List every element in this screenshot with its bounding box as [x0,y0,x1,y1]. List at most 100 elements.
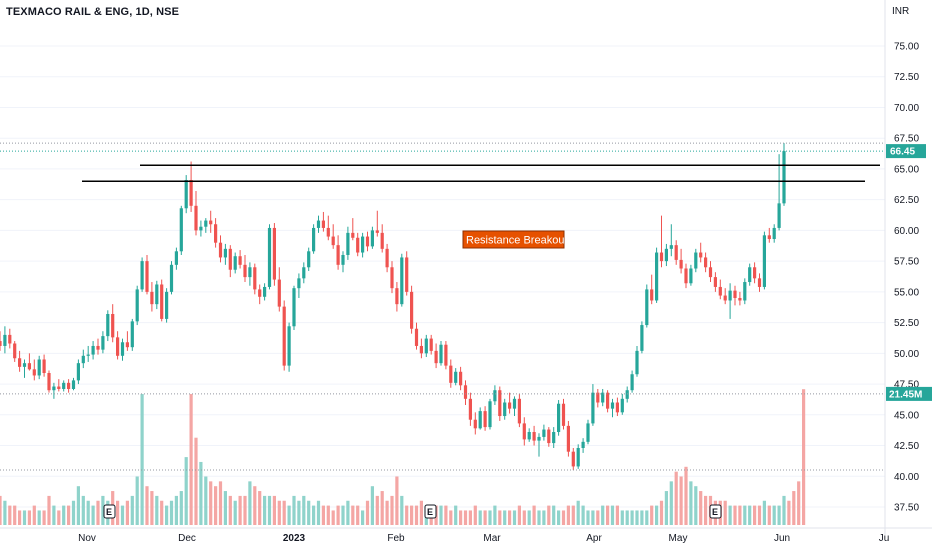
volume-bar [468,510,472,525]
volume-bar [267,495,272,525]
volume-bar [209,481,213,525]
candle-body [478,411,482,429]
candle-body [561,403,566,426]
volume-bar [228,495,232,525]
candle-body [179,208,183,252]
volume-bar [243,495,247,525]
volume-bar [566,505,570,525]
candle-body [18,358,22,367]
volume-bar [145,486,149,525]
time-axis: Nov Dec 2023 Feb Mar Apr May Jun Ju [78,533,889,544]
candle-body [762,235,766,287]
volume-bar [792,491,796,525]
candle-body [419,345,423,354]
candle-body [267,227,272,287]
volume-bar [748,505,752,525]
volume-bar [277,500,281,525]
candle-body [42,359,46,374]
candle-body [733,290,737,299]
candle-body [218,242,223,258]
last-price-tag-bg [886,144,926,159]
candle-body [414,328,419,346]
candle-body [356,237,360,253]
volume-bar [586,510,590,525]
candle-body [537,436,541,441]
volume-bar [449,510,453,525]
volume-bar [787,500,791,525]
candle-body [610,402,615,409]
volume-bar [91,505,95,525]
volume-bar [253,486,257,525]
candle-body [150,291,154,305]
volume-bar [473,505,477,525]
volume-bar [282,500,286,525]
y-tick-label: 45.00 [894,410,919,421]
candle-body [493,390,497,402]
volume-bar [365,500,370,525]
candle-body [297,278,301,289]
candle-body [52,386,56,391]
candle-body [650,289,654,301]
volume-bar [3,500,7,525]
candle-body [630,374,634,391]
candle-body [160,284,164,319]
candle-body [47,373,51,391]
candle-body [405,257,409,292]
candle-body [424,338,428,354]
volume-bar [174,495,178,525]
candle-body [625,390,629,399]
candle-body [326,227,330,237]
candle-body [390,267,394,289]
price-axis: 37.50 40.00 42.50 45.00 47.50 50.00 52.50 55.00… [0,0,932,535]
candle-body [209,220,213,225]
candle-body [713,277,717,287]
candle-body [62,382,66,389]
volume-bar [52,505,56,525]
volume-bar [395,476,399,525]
candle-body [155,284,159,305]
y-tick-label: 75.00 [894,42,919,53]
candle-body [125,342,129,348]
candle-body [620,398,624,413]
volume-bar [331,510,335,525]
candle-body [145,261,149,292]
candle-body [429,338,433,351]
candle-body [204,220,208,227]
volume-bar [194,437,198,525]
candle-body [566,425,570,452]
volume-bar [625,510,629,525]
candle-body [444,344,448,366]
candle-body [581,441,585,448]
volume-bar [512,510,517,525]
volume-bar [86,500,90,525]
candle-body [498,390,502,417]
candle-body [277,279,281,307]
volume-bar [400,495,404,525]
volume-bar [552,505,556,525]
candle-body [116,337,120,356]
candle-body [699,252,703,258]
x-tick-label: Dec [178,533,196,544]
candle-body [704,257,708,268]
volume-bar [22,510,27,525]
volume-bar [738,505,742,525]
candle-body [669,245,673,249]
candle-body [380,232,384,249]
volume-bar [312,505,316,525]
candle-body [0,341,2,346]
candle-body [223,248,227,258]
volume-bar [130,495,134,525]
volume-bar [699,491,703,525]
volume-bar [704,495,708,525]
volume-bar [160,500,164,525]
volume-bar [664,491,668,525]
candle-body [199,226,203,231]
earnings-marker [103,504,116,519]
candle-body [81,355,85,364]
candle-body [522,423,526,440]
volume-bar [635,510,639,525]
x-tick-label: Jun [774,533,790,544]
chart-title: TEXMACO RAIL & ENG, 1D, NSE [6,6,180,18]
candle-body [557,403,561,433]
